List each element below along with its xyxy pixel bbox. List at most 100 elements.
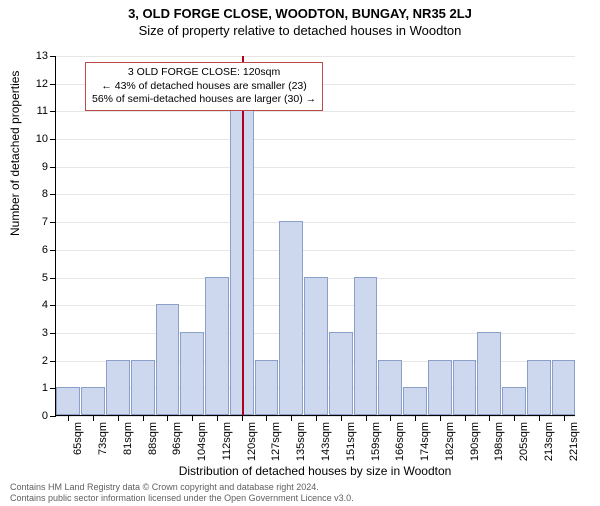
x-tick (465, 415, 466, 421)
gridline (56, 139, 575, 140)
y-tick (50, 388, 56, 389)
histogram-bar (255, 360, 279, 415)
x-tick-label: 198sqm (493, 422, 505, 461)
histogram-bar (131, 360, 155, 415)
x-tick-label: 120sqm (246, 422, 258, 461)
x-tick (93, 415, 94, 421)
y-tick-label: 4 (42, 299, 48, 311)
y-tick-label: 0 (42, 410, 48, 422)
y-tick (50, 361, 56, 362)
y-tick (50, 416, 56, 417)
footer-line-1: Contains HM Land Registry data © Crown c… (10, 482, 590, 493)
x-tick (415, 415, 416, 421)
y-tick (50, 305, 56, 306)
histogram-bar (403, 387, 427, 415)
x-tick (242, 415, 243, 421)
x-tick (514, 415, 515, 421)
gridline (56, 111, 575, 112)
x-axis-label: Distribution of detached houses by size … (55, 464, 575, 478)
gridline (56, 167, 575, 168)
gridline (56, 250, 575, 251)
gridline (56, 56, 575, 57)
histogram-bar (304, 277, 328, 415)
y-tick (50, 278, 56, 279)
annotation-line: ← 43% of detached houses are smaller (23… (92, 80, 316, 94)
y-tick (50, 222, 56, 223)
x-tick (366, 415, 367, 421)
y-axis-label: Number of detached properties (8, 71, 22, 236)
x-tick-label: 190sqm (469, 422, 481, 461)
x-tick (143, 415, 144, 421)
y-tick (50, 139, 56, 140)
histogram-bar (354, 277, 378, 415)
x-tick (440, 415, 441, 421)
annotation-box: 3 OLD FORGE CLOSE: 120sqm← 43% of detach… (85, 62, 323, 111)
x-tick-label: 221sqm (568, 422, 580, 461)
y-tick-label: 9 (42, 161, 48, 173)
y-tick (50, 194, 56, 195)
x-tick (341, 415, 342, 421)
x-tick (266, 415, 267, 421)
y-tick (50, 250, 56, 251)
y-tick-label: 2 (42, 355, 48, 367)
x-tick-label: 73sqm (97, 422, 109, 455)
x-tick-label: 213sqm (543, 422, 555, 461)
x-tick-label: 205sqm (518, 422, 530, 461)
x-tick-label: 182sqm (444, 422, 456, 461)
histogram-bar (81, 387, 105, 415)
x-tick-label: 104sqm (196, 422, 208, 461)
gridline (56, 194, 575, 195)
y-tick-label: 3 (42, 327, 48, 339)
histogram-bar (527, 360, 551, 415)
x-tick-label: 135sqm (295, 422, 307, 461)
y-tick-label: 10 (36, 133, 48, 145)
histogram-bar (56, 387, 80, 415)
x-tick (489, 415, 490, 421)
y-tick-label: 12 (36, 78, 48, 90)
y-tick-label: 7 (42, 216, 48, 228)
x-tick (564, 415, 565, 421)
histogram-bar (453, 360, 477, 415)
histogram-bar (329, 332, 353, 415)
y-tick-label: 1 (42, 382, 48, 394)
x-tick-label: 127sqm (270, 422, 282, 461)
y-tick (50, 111, 56, 112)
histogram-bar (378, 360, 402, 415)
histogram-bar (156, 304, 180, 415)
x-tick (192, 415, 193, 421)
address-title: 3, OLD FORGE CLOSE, WOODTON, BUNGAY, NR3… (0, 6, 600, 21)
x-tick-label: 112sqm (221, 422, 233, 460)
y-tick-label: 11 (37, 105, 48, 117)
histogram-bar (106, 360, 130, 415)
y-tick (50, 84, 56, 85)
y-tick (50, 333, 56, 334)
y-tick-label: 8 (42, 188, 48, 200)
histogram-bar (552, 360, 576, 415)
x-tick-label: 174sqm (419, 422, 431, 461)
x-tick-label: 65sqm (72, 422, 84, 455)
histogram-bar (279, 221, 303, 415)
y-tick-label: 5 (42, 272, 48, 284)
y-tick (50, 167, 56, 168)
x-tick-label: 96sqm (171, 422, 183, 455)
y-tick (50, 56, 56, 57)
x-tick (167, 415, 168, 421)
chart-subtitle: Size of property relative to detached ho… (0, 23, 600, 38)
x-tick-label: 143sqm (320, 422, 332, 461)
x-tick (291, 415, 292, 421)
y-tick-label: 6 (42, 244, 48, 256)
footer-line-2: Contains public sector information licen… (10, 493, 590, 504)
histogram-bar (205, 277, 229, 415)
histogram-bar (477, 332, 501, 415)
gridline (56, 222, 575, 223)
x-tick (390, 415, 391, 421)
x-tick (316, 415, 317, 421)
annotation-line: 56% of semi-detached houses are larger (… (92, 93, 316, 107)
x-tick-label: 159sqm (370, 422, 382, 461)
histogram-bar (502, 387, 526, 415)
x-tick (539, 415, 540, 421)
x-tick (217, 415, 218, 421)
annotation-line: 3 OLD FORGE CLOSE: 120sqm (92, 66, 316, 80)
histogram-bar (180, 332, 204, 415)
histogram-bar (428, 360, 452, 415)
